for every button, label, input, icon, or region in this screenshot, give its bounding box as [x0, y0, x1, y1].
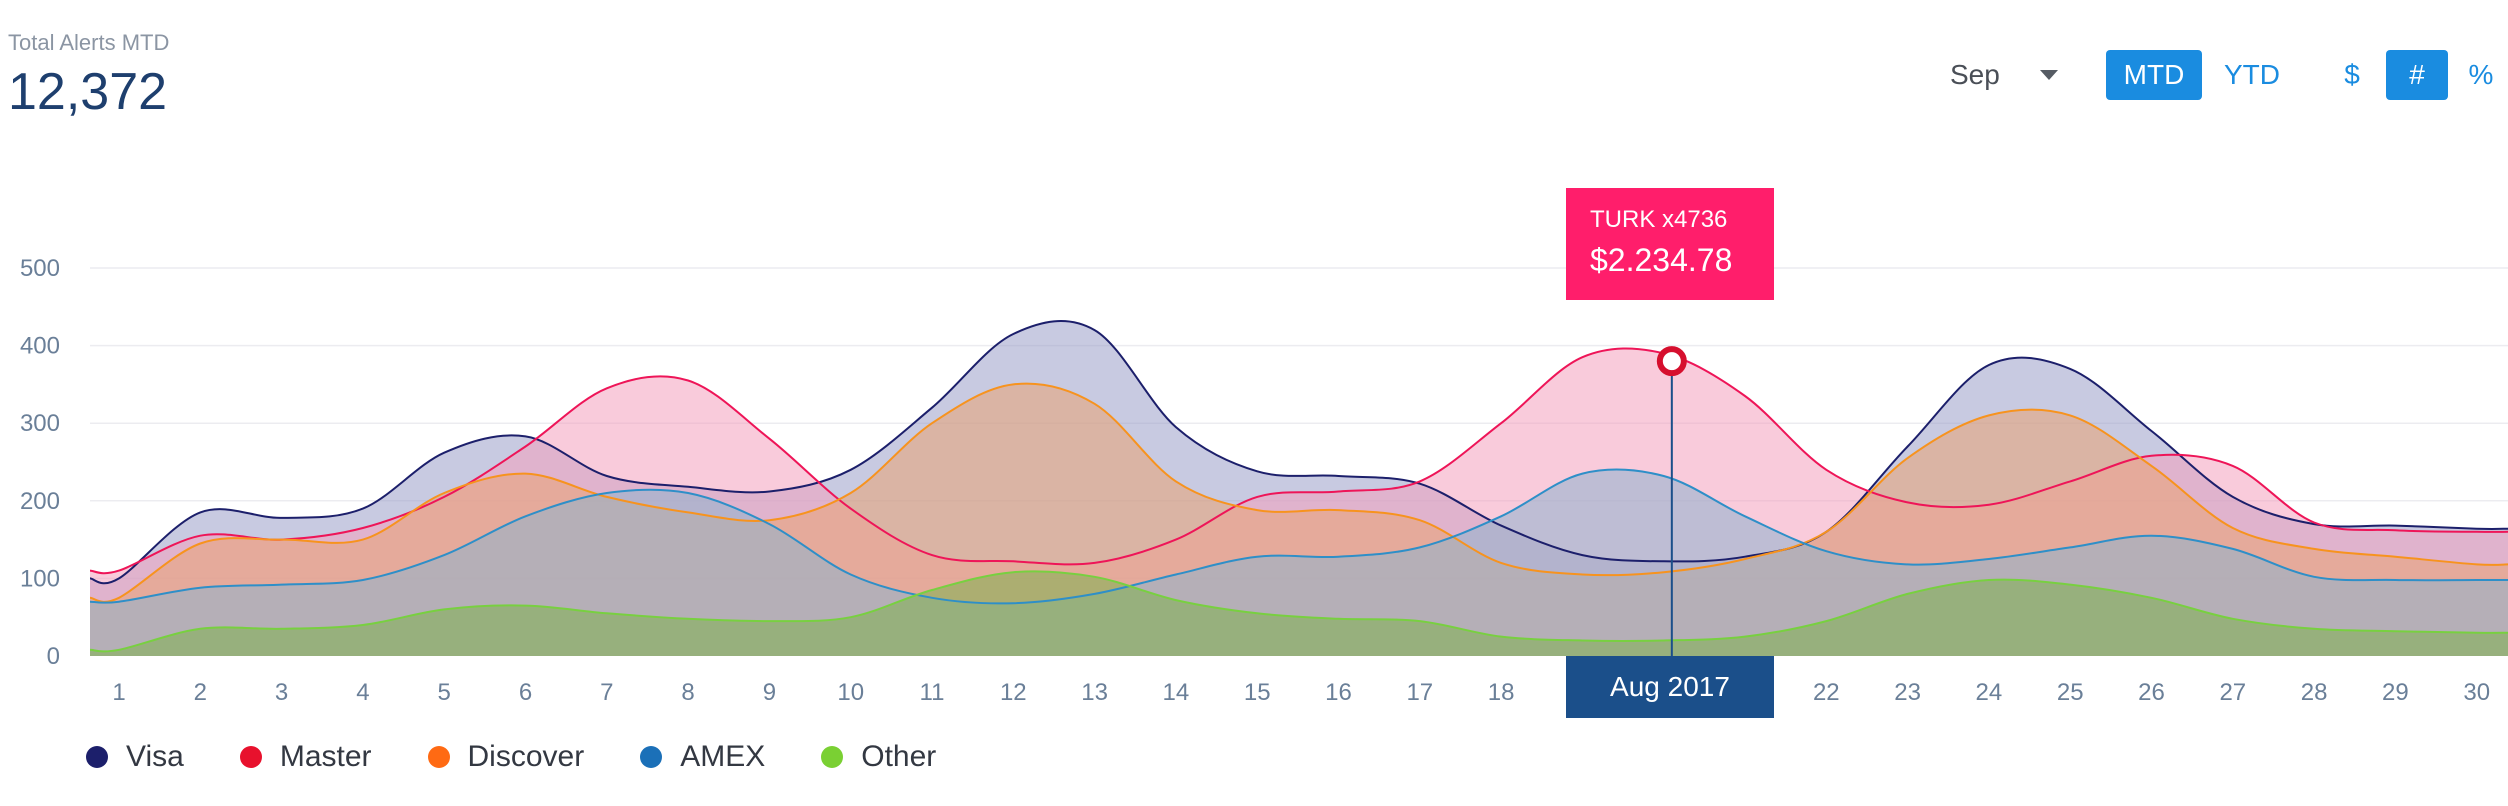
legend-label-master: Master: [279, 740, 372, 773]
x-tick-label-10: 10: [837, 679, 864, 706]
highlight-point[interactable]: [1656, 346, 1687, 377]
total-alerts-label: Total Alerts MTD: [8, 30, 170, 55]
x-tick-label-15: 15: [1244, 679, 1271, 706]
x-tick-label-3: 3: [275, 679, 288, 706]
x-tick-label-28: 28: [2301, 679, 2328, 706]
dollar-button[interactable]: $: [2344, 59, 2360, 90]
tooltip: TURK x4736 $2.234.78: [1566, 188, 1774, 300]
line-discover: [89, 382, 2508, 603]
y-tick-label-500: 500: [20, 255, 60, 282]
mtd-button[interactable]: MTD: [2106, 50, 2202, 100]
count-button[interactable]: #: [2386, 50, 2448, 100]
x-tick-label-1: 1: [112, 679, 125, 706]
ytd-button[interactable]: YTD: [2224, 59, 2280, 90]
legend-dot-discover: [427, 746, 450, 768]
y-tick-label-400: 400: [20, 333, 60, 360]
x-tick-label-26: 26: [2138, 679, 2165, 706]
month-select[interactable]: Sep: [1950, 50, 2058, 100]
legend-item-master[interactable]: Master: [239, 740, 372, 774]
legend-item-visa[interactable]: Visa: [86, 740, 184, 774]
x-tick-label-13: 13: [1081, 679, 1108, 706]
percent-button[interactable]: %: [2468, 59, 2494, 90]
month-select-value: Sep: [1950, 59, 2000, 90]
line-master: [89, 347, 2508, 575]
y-tick-label-0: 0: [47, 643, 60, 670]
y-tick-label-200: 200: [20, 488, 60, 515]
legend-dot-visa: [86, 746, 108, 768]
x-tick-label-2: 2: [194, 679, 207, 706]
x-tick-label-23: 23: [1894, 679, 1921, 706]
legend-label-other: Other: [861, 740, 937, 773]
chart-legend: Visa Master Discover AMEX Other: [86, 740, 992, 774]
x-highlight-label: Aug 2017: [1566, 656, 1774, 718]
x-tick-label-29: 29: [2382, 679, 2409, 706]
x-tick-label-16: 16: [1325, 679, 1352, 706]
x-tick-label-7: 7: [600, 679, 613, 706]
legend-dot-master: [239, 746, 262, 768]
legend-label-amex: AMEX: [680, 740, 766, 773]
x-tick-label-27: 27: [2219, 679, 2246, 706]
legend-item-other[interactable]: Other: [821, 740, 936, 774]
y-tick-label-100: 100: [20, 565, 60, 592]
tooltip-title: TURK x4736: [1590, 206, 1728, 233]
legend-item-amex[interactable]: AMEX: [640, 740, 765, 774]
line-visa: [89, 320, 2508, 585]
legend-label-discover: Discover: [467, 740, 585, 773]
x-tick-label-8: 8: [681, 679, 694, 706]
x-tick-label-4: 4: [356, 679, 369, 706]
x-tick-label-6: 6: [519, 679, 532, 706]
legend-label-visa: Visa: [126, 740, 184, 773]
x-tick-label-12: 12: [1000, 679, 1027, 706]
legend-dot-amex: [640, 746, 663, 768]
x-tick-label-25: 25: [2057, 679, 2084, 706]
x-tick-label-30: 30: [2463, 679, 2490, 706]
y-tick-label-300: 300: [20, 410, 60, 437]
x-tick-label-5: 5: [438, 679, 451, 706]
x-tick-label-24: 24: [1976, 679, 2003, 706]
area-other: [90, 571, 2508, 656]
chevron-down-icon: [2039, 70, 2058, 80]
x-tick-label-17: 17: [1406, 679, 1433, 706]
legend-item-discover[interactable]: Discover: [427, 740, 585, 774]
total-alerts-value: 12,372: [8, 63, 168, 121]
x-tick-label-22: 22: [1813, 679, 1840, 706]
x-tick-label-9: 9: [763, 679, 776, 706]
x-tick-label-11: 11: [920, 679, 945, 706]
line-other: [89, 570, 2508, 653]
line-amex: [89, 468, 2508, 605]
x-tick-label-14: 14: [1163, 679, 1190, 706]
tooltip-value: $2.234.78: [1590, 242, 1733, 278]
x-tick-label-18: 18: [1488, 679, 1515, 706]
legend-dot-other: [821, 746, 844, 768]
